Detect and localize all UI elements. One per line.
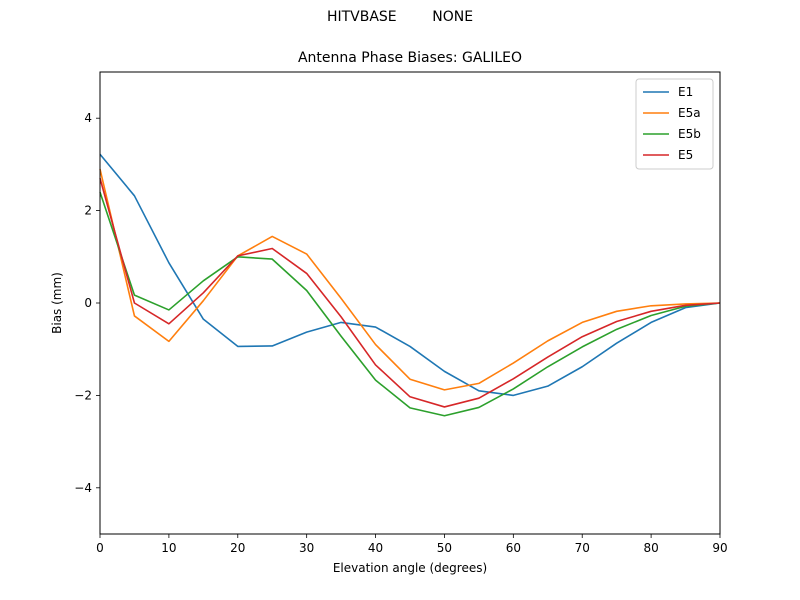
x-tick-label: 10 [161,541,176,555]
series-line-e5b [100,192,720,416]
x-axis-label: Elevation angle (degrees) [100,561,720,575]
y-tick-label: 4 [84,111,92,125]
legend-label-e5: E5 [678,148,693,162]
x-tick-label: 70 [575,541,590,555]
legend-label-e1: E1 [678,85,693,99]
series-line-e1 [100,154,720,395]
series-line-e5a [100,169,720,390]
legend-label-e5b: E5b [678,127,701,141]
x-tick-label: 30 [299,541,314,555]
y-tick-label: −4 [74,481,92,495]
x-tick-label: 50 [437,541,452,555]
x-tick-label: 20 [230,541,245,555]
series-layer [100,154,720,415]
y-axis-label: Bias (mm) [50,272,64,334]
axis-ticks: 0 10 20 30 40 50 60 70 80 90 −4 −2 0 2 4 [74,111,727,555]
x-tick-label: 0 [96,541,104,555]
series-line-e5 [100,178,720,407]
y-tick-label: 2 [84,204,92,218]
x-tick-label: 40 [368,541,383,555]
legend: E1 E5a E5b E5 [636,79,713,169]
x-tick-label: 60 [506,541,521,555]
legend-label-e5a: E5a [678,106,701,120]
y-tick-label: 0 [84,296,92,310]
y-tick-label: −2 [74,388,92,402]
x-tick-label: 80 [643,541,658,555]
x-tick-label: 90 [712,541,727,555]
